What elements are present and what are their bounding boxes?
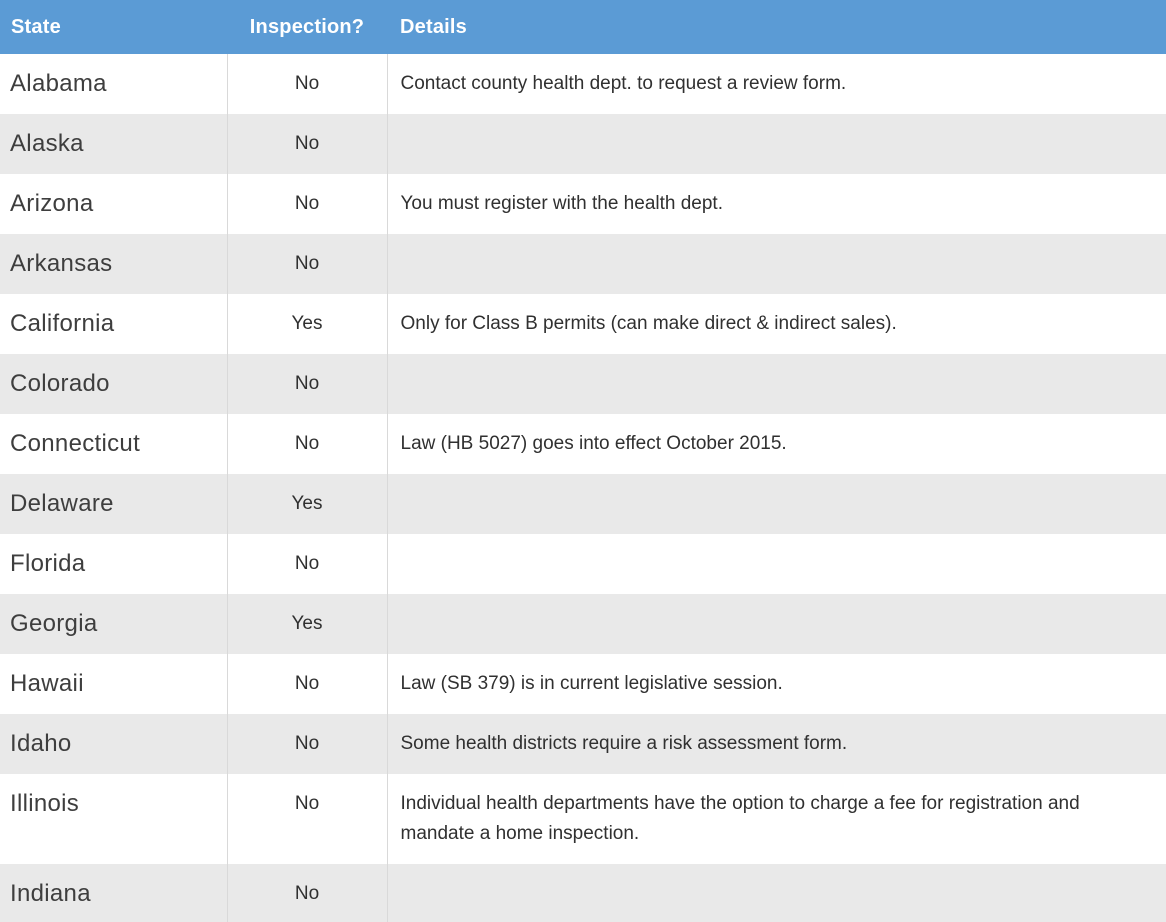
state-cell: Arkansas [0, 234, 227, 294]
inspection-cell: No [226, 174, 387, 234]
inspection-cell: No [226, 774, 387, 864]
table-row: Hawaii No Law (SB 379) is in current leg… [0, 654, 1166, 714]
table-row: Illinois No Individual health department… [0, 774, 1166, 864]
inspection-cell: No [226, 864, 387, 922]
inspection-cell: No [226, 534, 387, 594]
table-row: Alabama No Contact county health dept. t… [0, 54, 1166, 114]
header-inspection: Inspection? [227, 0, 387, 54]
state-cell: Idaho [0, 714, 227, 774]
details-cell [386, 864, 1166, 922]
details-cell: Individual health departments have the o… [386, 774, 1166, 864]
table-row: Georgia Yes [0, 594, 1166, 654]
inspection-cell: No [226, 414, 387, 474]
inspection-cell: Yes [226, 594, 387, 654]
table-row: Alaska No [0, 114, 1166, 174]
table-row: Florida No [0, 534, 1166, 594]
table-row: Idaho No Some health districts require a… [0, 714, 1166, 774]
table-body: Alabama No Contact county health dept. t… [0, 54, 1166, 922]
details-cell [386, 474, 1166, 534]
state-cell: Alaska [0, 114, 227, 174]
details-cell: Contact county health dept. to request a… [386, 54, 1166, 114]
state-cell: California [0, 294, 227, 354]
details-cell: Only for Class B permits (can make direc… [386, 294, 1166, 354]
table-row: California Yes Only for Class B permits … [0, 294, 1166, 354]
table-row: Connecticut No Law (HB 5027) goes into e… [0, 414, 1166, 474]
inspection-cell: No [226, 234, 387, 294]
state-cell: Florida [0, 534, 227, 594]
table-row: Arizona No You must register with the he… [0, 174, 1166, 234]
details-cell [386, 114, 1166, 174]
state-cell: Colorado [0, 354, 227, 414]
state-cell: Connecticut [0, 414, 227, 474]
table-header-row: State Inspection? Details [0, 0, 1166, 54]
state-cell: Illinois [0, 774, 227, 864]
inspection-cell: Yes [226, 294, 387, 354]
details-cell [386, 234, 1166, 294]
state-cell: Indiana [0, 864, 227, 922]
table-header: State Inspection? Details [0, 0, 1166, 54]
inspection-cell: No [226, 354, 387, 414]
state-cell: Delaware [0, 474, 227, 534]
header-state: State [0, 0, 227, 54]
table-row: Arkansas No [0, 234, 1166, 294]
inspection-cell: No [226, 654, 387, 714]
details-cell [386, 354, 1166, 414]
inspection-cell: No [226, 54, 387, 114]
state-cell: Georgia [0, 594, 227, 654]
details-cell: Law (SB 379) is in current legislative s… [386, 654, 1166, 714]
details-cell: You must register with the health dept. [386, 174, 1166, 234]
table-row: Indiana No [0, 864, 1166, 922]
state-cell: Hawaii [0, 654, 227, 714]
table-row: Colorado No [0, 354, 1166, 414]
details-cell [386, 534, 1166, 594]
inspection-cell: Yes [226, 474, 387, 534]
details-cell [386, 594, 1166, 654]
state-cell: Arizona [0, 174, 227, 234]
state-cell: Alabama [0, 54, 227, 114]
details-cell: Some health districts require a risk ass… [386, 714, 1166, 774]
inspection-cell: No [226, 714, 387, 774]
table-row: Delaware Yes [0, 474, 1166, 534]
details-cell: Law (HB 5027) goes into effect October 2… [386, 414, 1166, 474]
header-details: Details [387, 0, 1166, 54]
inspection-cell: No [226, 114, 387, 174]
